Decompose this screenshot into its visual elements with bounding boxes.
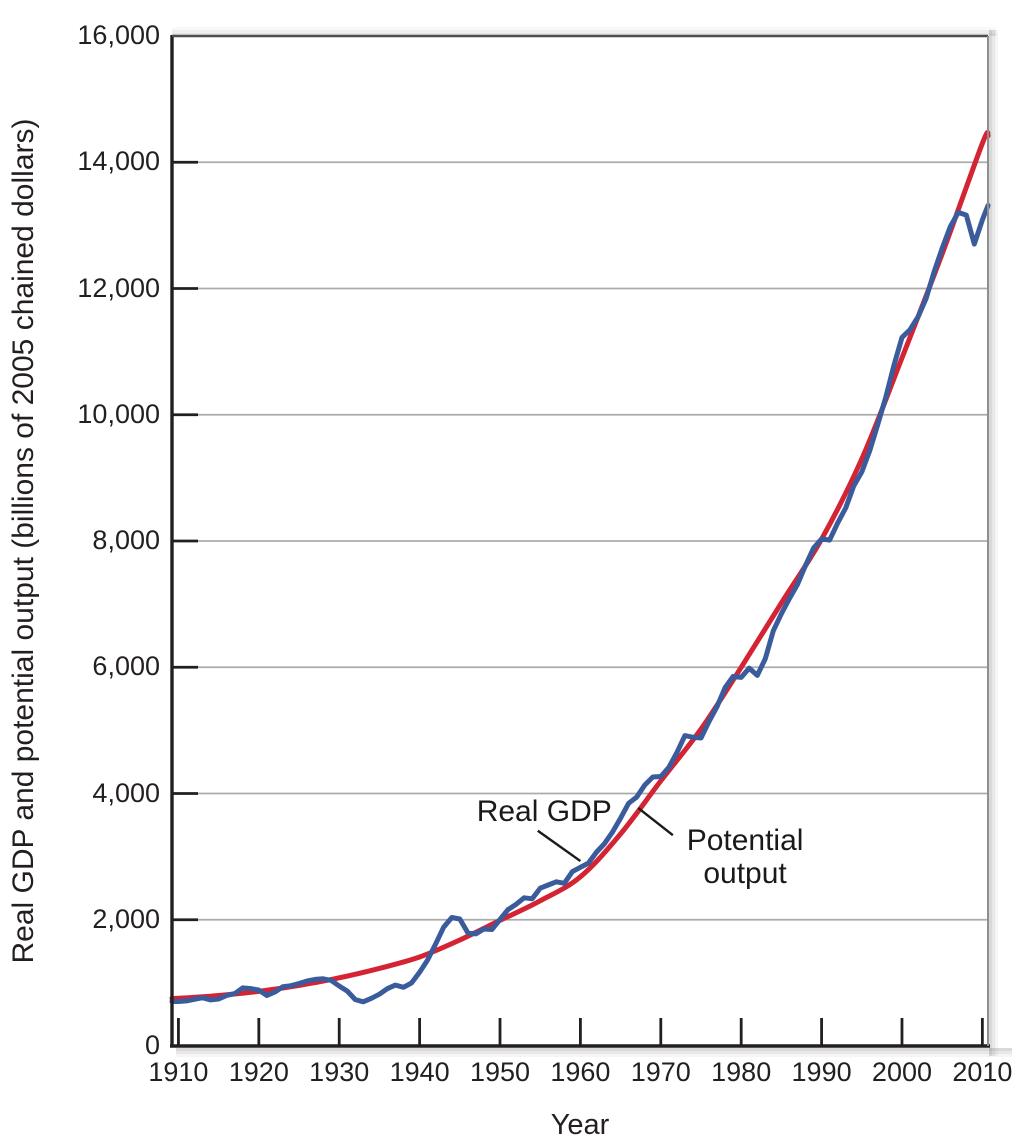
annotation-text: Potential	[686, 823, 804, 857]
x-tick-label: 1910	[148, 1057, 209, 1087]
x-tick-label: 2010	[952, 1057, 1013, 1087]
y-tick-label: 2,000	[92, 903, 160, 934]
x-tick-label: 1950	[469, 1057, 531, 1087]
frame-shadow-bottom	[176, 1051, 1012, 1054]
frame-shadow-top	[172, 33, 996, 36]
annotation-potential-output: Potential output	[676, 824, 814, 890]
y-tick-label: 12,000	[77, 272, 160, 303]
y-tick-label: 14,000	[77, 146, 160, 177]
x-axis-title: Year	[550, 1109, 610, 1141]
annotation-text: output	[703, 856, 787, 890]
callout-line-potential-output	[637, 807, 674, 837]
y-tick-label: 8,000	[92, 525, 160, 555]
frame-shadow-top	[172, 30, 996, 33]
x-tick-label: 1920	[228, 1057, 289, 1087]
y-tick-label: 16,000	[77, 20, 160, 50]
x-tick-label: 1960	[550, 1057, 611, 1087]
frame-shadow-bottom	[176, 1048, 1012, 1051]
y-tick-label: 4,000	[92, 777, 160, 808]
x-tick-label: 1980	[711, 1057, 772, 1087]
x-tick-label: 1990	[791, 1057, 852, 1087]
y-tick-label: 10,000	[77, 398, 160, 429]
x-tick-label: 1970	[630, 1057, 691, 1087]
frame-shadow-right	[995, 30, 998, 1056]
real-gdp-line	[169, 203, 991, 1005]
frame-shadow-bottom	[176, 1054, 1012, 1057]
x-tick-label: 2000	[871, 1057, 932, 1087]
frame-shadow-top	[172, 27, 996, 30]
frame-shadow-right	[989, 30, 992, 1056]
frame-shadow-right	[992, 30, 995, 1056]
x-tick-label: 1930	[309, 1057, 370, 1087]
x-tick-label: 1940	[389, 1057, 450, 1087]
y-tick-label: 0	[144, 1030, 160, 1060]
callout-line-real-gdp	[537, 829, 582, 863]
annotation-real-gdp: Real GDP	[477, 795, 612, 828]
y-tick-label: 6,000	[92, 651, 160, 682]
annotation-text: Real GDP	[476, 794, 612, 828]
